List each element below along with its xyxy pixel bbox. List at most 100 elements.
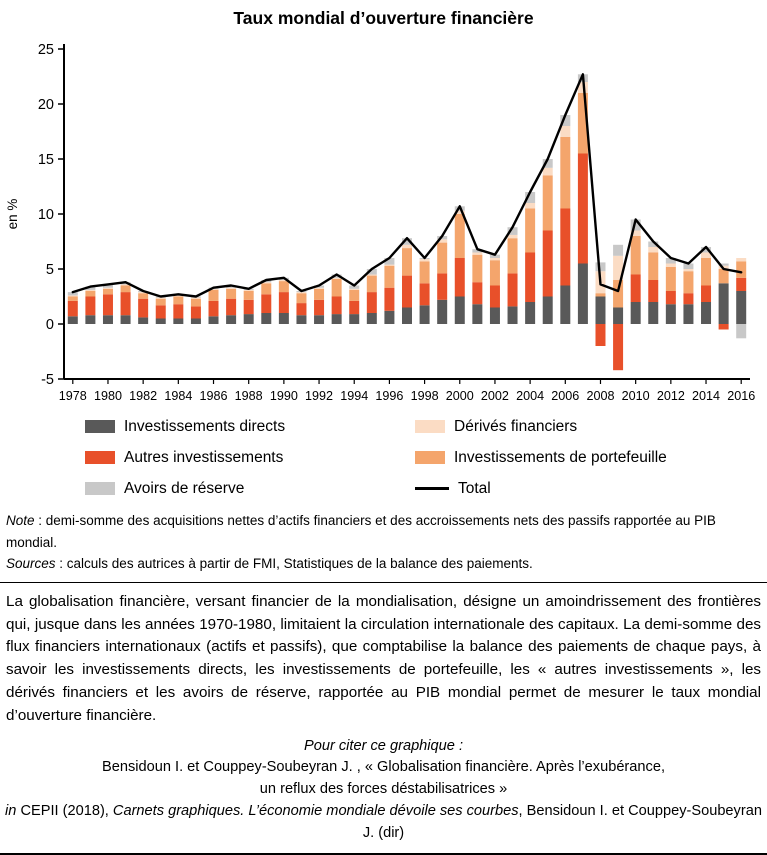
bar-segment (314, 287, 325, 289)
bar-segment (384, 287, 395, 311)
bar-segment (173, 296, 184, 305)
bar-segment (595, 262, 606, 272)
bar-segment (613, 244, 624, 256)
bar-segment-negative (613, 324, 624, 371)
bar-segment (718, 263, 729, 266)
bar-segment (402, 244, 412, 249)
bar-segment (67, 296, 78, 301)
bar-segment (384, 264, 395, 266)
bar-segment (331, 277, 342, 279)
legend-label: Autres investissements (124, 448, 284, 466)
bar-segment (665, 258, 676, 264)
chart-title: Taux mondial d’ouverture financière (233, 8, 534, 28)
bar-segment (419, 305, 430, 324)
bar-segment (630, 230, 641, 236)
bar-segment (208, 288, 219, 290)
bar-segment (208, 300, 219, 317)
bar-segment (226, 288, 237, 299)
bar-segment (190, 318, 201, 324)
bar-segment (67, 295, 78, 297)
bar-segment (507, 234, 518, 239)
bar-segment (296, 293, 307, 304)
bar-segment (402, 238, 412, 245)
legend-color-swatch (415, 420, 445, 433)
bar-segment-negative (595, 324, 606, 346)
x-tick-label: 1994 (340, 389, 368, 403)
bar-segment (454, 214, 465, 258)
bar-segment (261, 283, 272, 295)
x-tick-label: 2010 (622, 389, 650, 403)
bar-segment (261, 294, 272, 313)
bar-segment (155, 305, 166, 319)
bar-segment (243, 299, 254, 315)
y-tick-label: 25 (38, 42, 54, 58)
legend-item: Autres investissements (85, 442, 415, 473)
bar-segment (437, 239, 448, 243)
bar-segment (102, 284, 113, 288)
bar-segment (613, 255, 624, 280)
bar-segment (630, 236, 641, 275)
x-tick-label: 2008 (586, 389, 614, 403)
bar-segment (384, 310, 395, 324)
bar-segment (577, 93, 588, 154)
bar-segment (577, 153, 588, 264)
total-line (71, 73, 743, 298)
bar-segment (507, 238, 518, 274)
x-tick-label: 1984 (164, 389, 192, 403)
bar-segment (296, 303, 307, 316)
x-tick-label: 1986 (199, 389, 227, 403)
bar-segment (560, 285, 571, 324)
legend-item: Avoirs de réserve (85, 473, 415, 504)
bar-segment (613, 280, 624, 308)
y-tick-label: 20 (38, 97, 54, 113)
bar-segment (402, 248, 412, 276)
bar-segment (384, 258, 395, 265)
bar-segment (366, 313, 377, 324)
bar-segment (366, 292, 377, 313)
citation-book-title: Carnets graphiques. L’économie mondiale … (112, 803, 519, 820)
bar-segment (630, 219, 641, 231)
bar-segment (419, 259, 430, 262)
bar-segment (120, 284, 131, 286)
x-tick-label: 2004 (516, 389, 544, 403)
bar-segment (402, 307, 412, 324)
bar-segment (525, 208, 536, 253)
bar-segment (648, 247, 659, 253)
bar-segment (138, 292, 149, 294)
bar-segment (437, 299, 448, 324)
bar-segment (525, 203, 536, 209)
bar-segment (560, 137, 571, 209)
bar-segment (102, 287, 113, 289)
bar-segment (613, 307, 624, 324)
bar-segment (226, 298, 237, 316)
bar-segment (472, 249, 483, 253)
note-text: : demi-somme des acquisitions nettes d’a… (6, 513, 716, 550)
bar-segment (472, 282, 483, 305)
bar-segment (102, 288, 113, 295)
bar-segment (472, 304, 483, 324)
bar-segment (155, 297, 166, 299)
bar-segment (120, 292, 131, 316)
bar-segment (102, 315, 113, 324)
bar-segment (155, 298, 166, 306)
figure-page: Taux mondial d’ouverture financière -5 0 5… (0, 8, 767, 855)
bar-segment (349, 300, 360, 315)
bar-segment (243, 291, 254, 300)
bar-segment (542, 175, 553, 231)
bar-segment (665, 304, 676, 324)
bar-segment (314, 315, 325, 324)
bar-segment (489, 307, 500, 324)
bar-segment (120, 285, 131, 293)
bar-segment-negative (718, 324, 729, 330)
citation-authors-line: Bensidoun I. et Couppey-Soubeyran J. , «… (101, 759, 665, 776)
legend-color-swatch (85, 420, 115, 433)
x-tick-label: 1996 (375, 389, 403, 403)
note-label: Note (6, 513, 35, 528)
bar-segment (67, 300, 78, 317)
x-tick-label: 1988 (235, 389, 263, 403)
bar-segment (173, 318, 184, 324)
bar-segment (296, 315, 307, 324)
bar-segment (314, 299, 325, 316)
x-tick-label: 1998 (411, 389, 439, 403)
legend-item: Investissements directs (85, 411, 415, 442)
